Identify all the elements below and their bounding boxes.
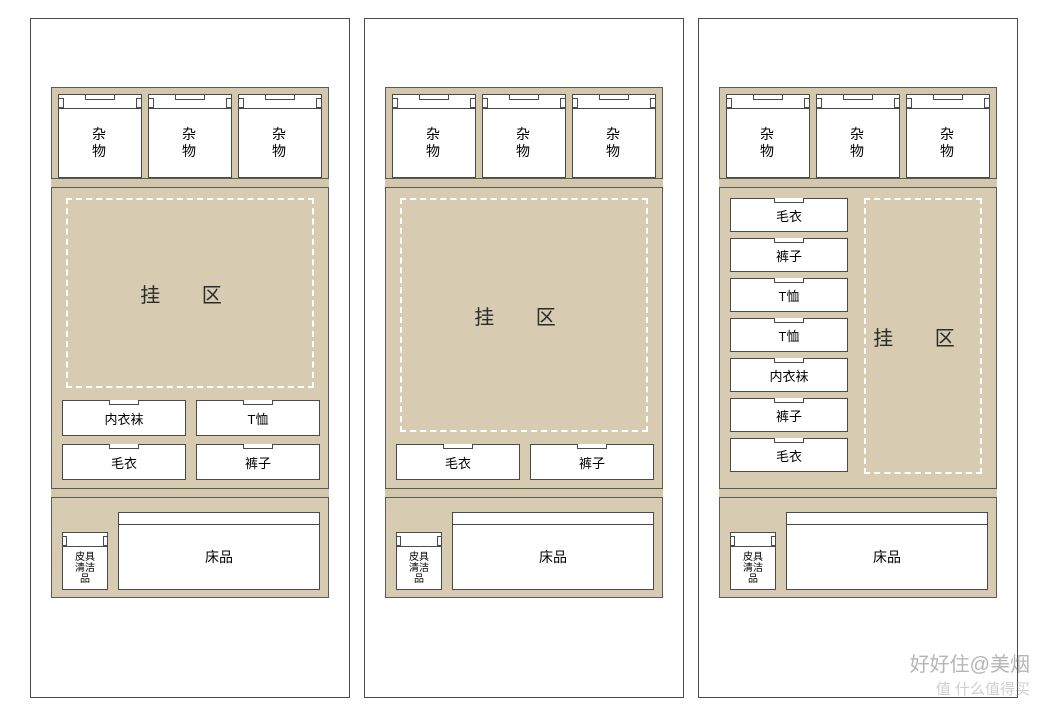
storage-box-label: 杂物 bbox=[516, 126, 533, 161]
shelf-divider bbox=[385, 488, 663, 498]
hang-zone-label: 挂 区 bbox=[474, 301, 574, 330]
drawer-pants: 裤子 bbox=[730, 398, 848, 432]
wardrobe-1: 杂物 杂物 杂物 挂 区 内衣袜 T恤 毛衣 bbox=[30, 18, 350, 698]
drawer-pants: 裤子 bbox=[530, 444, 654, 480]
drawer-tshirt: T恤 bbox=[730, 278, 848, 312]
drawer-pants: 裤子 bbox=[196, 444, 320, 480]
wardrobe-2: 杂物 杂物 杂物 挂 区 毛衣 裤子 bbox=[364, 18, 684, 698]
wardrobe-3: 杂物 杂物 杂物 挂 区 毛衣 裤子 bbox=[698, 18, 1018, 698]
mid-section: 挂 区 毛衣 裤子 T恤 T恤 内衣袜 裤子 毛衣 bbox=[719, 188, 997, 488]
bedding-box: 床品 bbox=[786, 512, 988, 590]
top-storage-row: 杂物 杂物 杂物 bbox=[51, 87, 329, 178]
storage-box-label: 杂物 bbox=[92, 126, 109, 161]
bedding-box: 床品 bbox=[452, 512, 654, 590]
shelf-divider bbox=[385, 178, 663, 188]
drawer-underwear-socks: 内衣袜 bbox=[730, 358, 848, 392]
drawer-sweater: 毛衣 bbox=[730, 198, 848, 232]
shelf-divider bbox=[719, 488, 997, 498]
storage-box: 杂物 bbox=[58, 94, 142, 178]
page: 杂物 杂物 杂物 挂 区 内衣袜 T恤 毛衣 bbox=[0, 0, 1054, 716]
small-box-leather-cleaner: 皮具清洁品 bbox=[396, 532, 442, 590]
drawer-tshirt: T恤 bbox=[730, 318, 848, 352]
storage-box: 杂物 bbox=[572, 94, 656, 178]
hang-zone-label: 挂 区 bbox=[873, 322, 973, 351]
bottom-section: 皮具清洁品 床品 bbox=[51, 498, 329, 598]
storage-box-label: 杂物 bbox=[850, 126, 867, 161]
small-box-leather-cleaner: 皮具清洁品 bbox=[62, 532, 108, 590]
drawer-sweater: 毛衣 bbox=[396, 444, 520, 480]
storage-box: 杂物 bbox=[816, 94, 900, 178]
top-storage-row: 杂物 杂物 杂物 bbox=[385, 87, 663, 178]
drawer-sweater: 毛衣 bbox=[730, 438, 848, 472]
drawer-tshirt: T恤 bbox=[196, 400, 320, 436]
shelf-divider bbox=[51, 178, 329, 188]
drawer-sweater: 毛衣 bbox=[62, 444, 186, 480]
storage-box: 杂物 bbox=[726, 94, 810, 178]
shelf-divider bbox=[51, 488, 329, 498]
top-storage-row: 杂物 杂物 杂物 bbox=[719, 87, 997, 178]
storage-box: 杂物 bbox=[482, 94, 566, 178]
storage-box-label: 杂物 bbox=[426, 126, 443, 161]
storage-box-label: 杂物 bbox=[606, 126, 623, 161]
storage-box: 杂物 bbox=[148, 94, 232, 178]
bottom-section: 皮具清洁品 床品 bbox=[719, 498, 997, 598]
hang-zone-label: 挂 区 bbox=[140, 279, 240, 308]
storage-box-label: 杂物 bbox=[182, 126, 199, 161]
mid-section: 挂 区 内衣袜 T恤 毛衣 裤子 bbox=[51, 188, 329, 488]
hang-zone: 挂 区 bbox=[66, 198, 314, 388]
bedding-box: 床品 bbox=[118, 512, 320, 590]
mid-section: 挂 区 毛衣 裤子 bbox=[385, 188, 663, 488]
drawer-underwear-socks: 内衣袜 bbox=[62, 400, 186, 436]
small-box-leather-cleaner: 皮具清洁品 bbox=[730, 532, 776, 590]
shelf-divider bbox=[719, 178, 997, 188]
storage-box: 杂物 bbox=[906, 94, 990, 178]
storage-box-label: 杂物 bbox=[760, 126, 777, 161]
storage-box-label: 杂物 bbox=[272, 126, 289, 161]
hang-zone: 挂 区 bbox=[864, 198, 982, 474]
bottom-section: 皮具清洁品 床品 bbox=[385, 498, 663, 598]
drawer-pants: 裤子 bbox=[730, 238, 848, 272]
storage-box: 杂物 bbox=[238, 94, 322, 178]
hang-zone: 挂 区 bbox=[400, 198, 648, 432]
storage-box: 杂物 bbox=[392, 94, 476, 178]
storage-box-label: 杂物 bbox=[940, 126, 957, 161]
